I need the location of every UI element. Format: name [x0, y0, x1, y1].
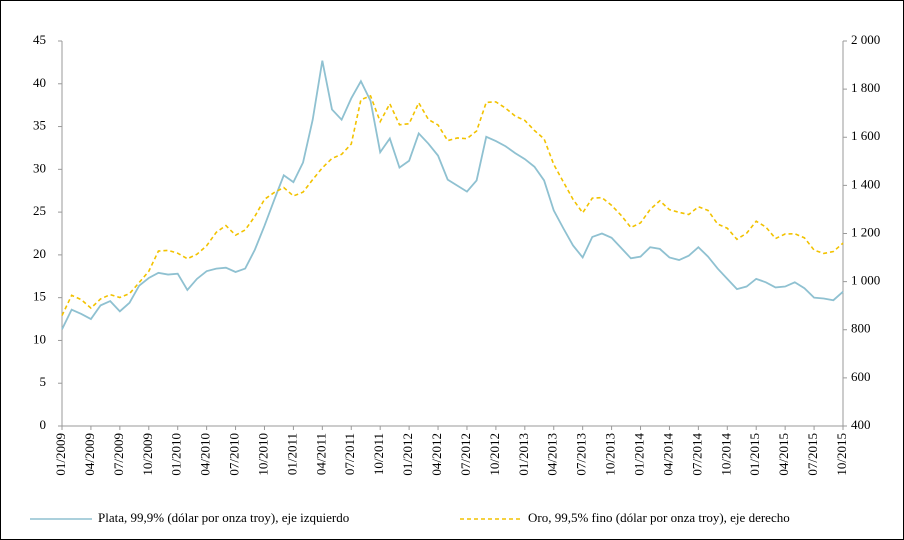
y-tick-label: 45 — [33, 32, 46, 47]
x-tick-label: 01/2011 — [284, 433, 299, 475]
x-tick-label: 10/2011 — [371, 433, 386, 475]
x-tick-label: 10/2010 — [255, 433, 270, 476]
y2-tick-label: 1 000 — [851, 273, 880, 288]
x-tick-label: 07/2014 — [689, 433, 704, 476]
x-tick-label: 10/2015 — [834, 433, 849, 476]
x-tick-label: 01/2010 — [169, 433, 184, 476]
x-tick-label: 04/2014 — [660, 433, 675, 476]
y2-tick-label: 1 400 — [851, 176, 880, 191]
y-tick-label: 5 — [40, 374, 47, 389]
x-tick-label: 07/2011 — [342, 433, 357, 475]
x-tick-label: 07/2009 — [111, 433, 126, 476]
x-tick-label: 04/2010 — [198, 433, 213, 476]
x-tick-label: 04/2009 — [82, 433, 97, 476]
x-tick-label: 04/2011 — [313, 433, 328, 475]
x-tick-label: 07/2013 — [574, 433, 589, 476]
x-tick-label: 01/2012 — [400, 433, 415, 476]
y2-tick-label: 800 — [851, 321, 871, 336]
series-line — [61, 60, 844, 330]
y2-tick-label: 2 000 — [851, 32, 880, 47]
x-tick-label: 01/2014 — [632, 433, 647, 476]
y2-tick-label: 400 — [851, 417, 871, 432]
y-tick-label: 30 — [33, 160, 46, 175]
y-tick-label: 40 — [33, 75, 46, 90]
legend-label: Oro, 99,5% fino (dólar por onza troy), e… — [528, 510, 790, 525]
y-tick-label: 25 — [33, 203, 46, 218]
x-tick-label: 07/2010 — [227, 433, 242, 476]
x-tick-label: 07/2012 — [458, 433, 473, 476]
y-tick-label: 20 — [33, 246, 46, 261]
x-tick-label: 01/2009 — [53, 433, 68, 476]
y2-tick-label: 600 — [851, 369, 871, 384]
y-tick-label: 0 — [40, 417, 47, 432]
series-line — [61, 94, 844, 316]
x-tick-label: 01/2013 — [516, 433, 531, 476]
x-tick-label: 10/2014 — [718, 433, 733, 476]
x-tick-label: 10/2013 — [603, 433, 618, 476]
y2-tick-label: 1 800 — [851, 80, 880, 95]
x-tick-label: 10/2012 — [487, 433, 502, 476]
x-tick-label: 04/2012 — [429, 433, 444, 476]
x-tick-label: 07/2015 — [805, 433, 820, 476]
y-tick-label: 10 — [33, 331, 46, 346]
legend-label: Plata, 99,9% (dólar por onza troy), eje … — [98, 510, 349, 525]
x-tick-label: 04/2015 — [776, 433, 791, 476]
y2-tick-label: 1 600 — [851, 128, 880, 143]
y-tick-label: 35 — [33, 118, 46, 133]
x-tick-label: 01/2015 — [747, 433, 762, 476]
y2-tick-label: 1 200 — [851, 224, 880, 239]
y-tick-label: 15 — [33, 289, 46, 304]
x-tick-label: 10/2009 — [140, 433, 155, 476]
x-tick-label: 04/2013 — [545, 433, 560, 476]
